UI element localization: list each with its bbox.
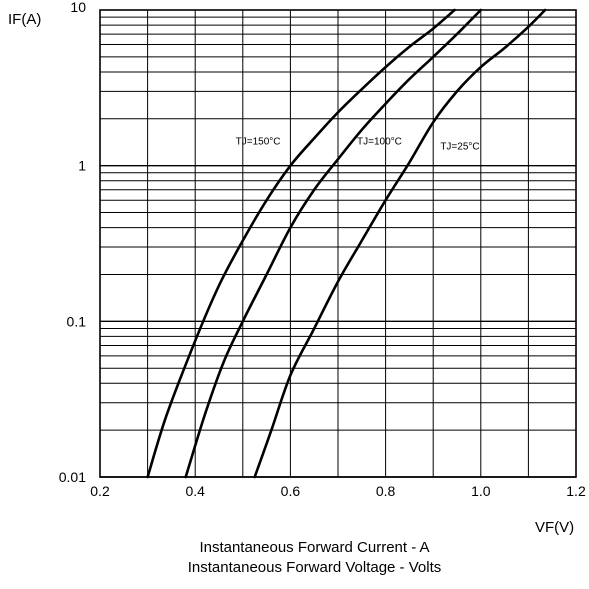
x-tick-label: 0.8	[376, 483, 396, 499]
x-tick-label: 0.6	[281, 483, 301, 499]
x-tick-label: 0.4	[185, 483, 205, 499]
curves	[146, 8, 547, 479]
curve-label: TJ=25°C	[440, 141, 479, 152]
curve-tj-25	[253, 8, 547, 479]
y-tick-label: 10	[70, 0, 86, 15]
caption-voltage: Instantaneous Forward Voltage - Volts	[187, 559, 442, 576]
caption-current: Instantaneous Forward Current - A	[199, 539, 430, 556]
x-tick-label: 0.2	[90, 483, 110, 499]
curve-tj-100	[184, 8, 483, 479]
x-axis-label: VF(V)	[535, 519, 574, 536]
curve-tj-150	[146, 8, 456, 479]
y-axis-label: IF(A)	[8, 11, 41, 28]
y-tick-label: 0.1	[67, 313, 87, 329]
y-tick-label: 0.01	[59, 469, 86, 485]
x-tick-label: 1.0	[471, 483, 491, 499]
y-axis-ticks: 0.01 0.1 1 10	[59, 0, 86, 485]
curve-labels: TJ=150°C TJ=100°C TJ=25°C	[236, 137, 480, 153]
curve-label: TJ=150°C	[236, 137, 281, 148]
x-axis-ticks: 0.2 0.4 0.6 0.8 1.0 1.2	[90, 483, 586, 499]
x-tick-label: 1.2	[566, 483, 586, 499]
curve-label: TJ=100°C	[357, 137, 402, 148]
y-tick-label: 1	[78, 158, 86, 174]
plot-frame	[99, 9, 577, 478]
